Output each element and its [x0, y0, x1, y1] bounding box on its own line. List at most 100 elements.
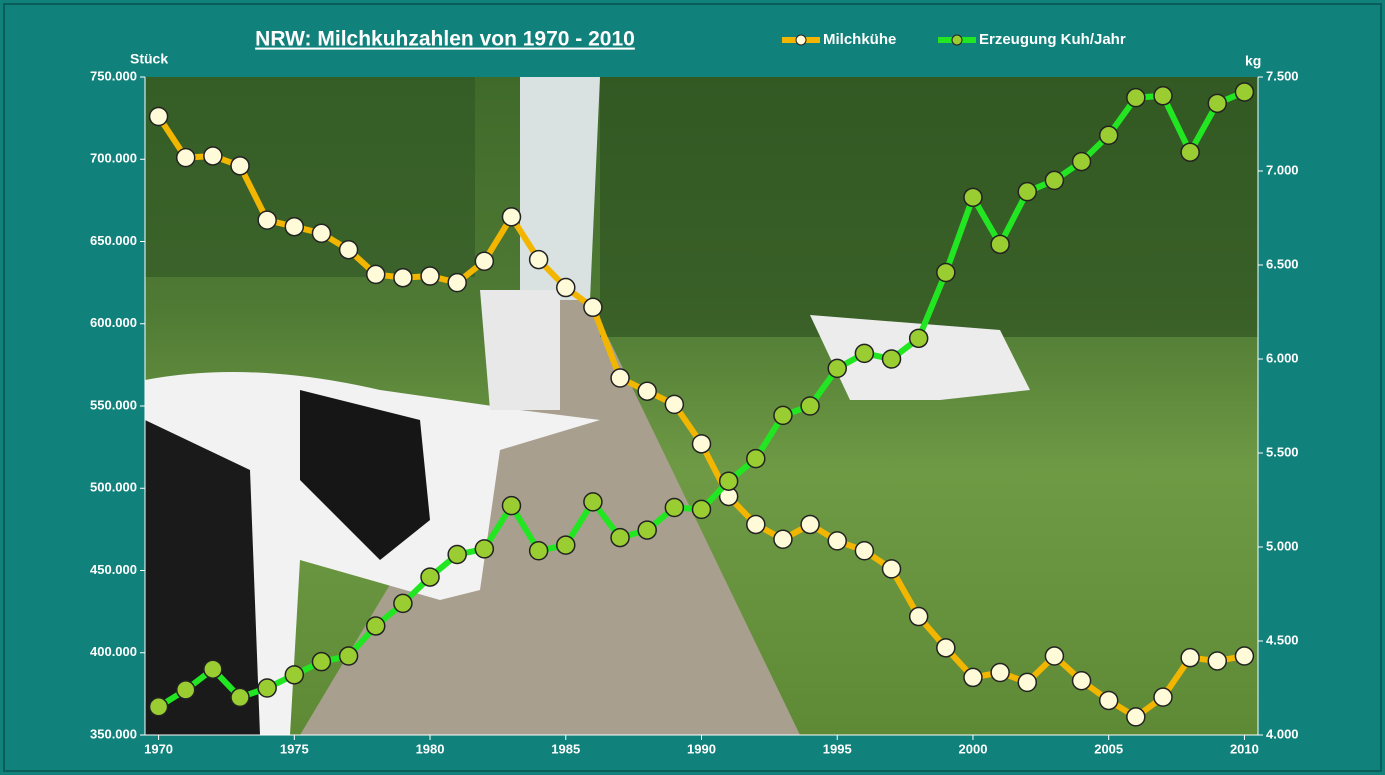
legend-marker — [952, 35, 962, 45]
y2-tick-label: 4.000 — [1266, 726, 1299, 741]
data-point — [855, 542, 873, 560]
legend-label: Milchkühe — [823, 31, 896, 48]
y-tick-label: 750.000 — [90, 68, 137, 83]
photo-background — [145, 77, 1258, 735]
data-point — [1073, 153, 1091, 171]
trees — [600, 77, 1258, 337]
x-tick-label: 1985 — [551, 741, 580, 756]
x-tick-label: 1970 — [144, 741, 173, 756]
data-point — [720, 472, 738, 490]
data-point — [1018, 183, 1036, 201]
y2-tick-label: 4.500 — [1266, 632, 1299, 647]
y-tick-label: 400.000 — [90, 644, 137, 659]
x-tick-label: 2010 — [1230, 741, 1259, 756]
data-point — [502, 208, 520, 226]
data-point — [367, 265, 385, 283]
data-point — [231, 157, 249, 175]
y-tick-label: 450.000 — [90, 562, 137, 577]
data-point — [1208, 652, 1226, 670]
data-point — [258, 679, 276, 697]
data-point — [1181, 649, 1199, 667]
data-point — [475, 252, 493, 270]
y2-axis-label: kg — [1245, 53, 1261, 69]
data-point — [421, 267, 439, 285]
data-point — [150, 698, 168, 716]
y2-tick-label: 6.500 — [1266, 256, 1299, 271]
data-point — [557, 536, 575, 554]
data-point — [611, 369, 629, 387]
data-point — [747, 515, 765, 533]
data-point — [530, 542, 548, 560]
data-point — [312, 653, 330, 671]
data-point — [394, 269, 412, 287]
data-point — [285, 666, 303, 684]
data-point — [584, 493, 602, 511]
data-point — [367, 617, 385, 635]
data-point — [665, 499, 683, 517]
chart-title: NRW: Milchkuhzahlen von 1970 - 2010 — [255, 28, 635, 51]
data-point — [340, 241, 358, 259]
data-point — [258, 211, 276, 229]
data-point — [1127, 89, 1145, 107]
y2-tick-label: 7.000 — [1266, 162, 1299, 177]
x-tick-label: 1980 — [416, 741, 445, 756]
legend-label: Erzeugung Kuh/Jahr — [979, 31, 1126, 48]
y-axis-label: Stück — [130, 51, 168, 67]
y-tick-label: 550.000 — [90, 397, 137, 412]
data-point — [285, 218, 303, 236]
data-point — [421, 568, 439, 586]
data-point — [502, 497, 520, 515]
data-point — [150, 107, 168, 125]
data-point — [964, 188, 982, 206]
x-tick-label: 2000 — [959, 741, 988, 756]
data-point — [1235, 83, 1253, 101]
y2-tick-label: 6.000 — [1266, 350, 1299, 365]
data-point — [448, 274, 466, 292]
data-point — [855, 344, 873, 362]
x-tick-label: 2005 — [1094, 741, 1123, 756]
data-point — [231, 688, 249, 706]
data-point — [1100, 126, 1118, 144]
data-point — [665, 395, 683, 413]
data-point — [530, 251, 548, 269]
data-point — [937, 264, 955, 282]
data-point — [584, 298, 602, 316]
chart: NRW: Milchkuhzahlen von 1970 - 2010 Stüc… — [0, 0, 1385, 775]
data-point — [828, 532, 846, 550]
data-point — [557, 279, 575, 297]
data-point — [1100, 691, 1118, 709]
data-point — [394, 594, 412, 612]
data-point — [964, 668, 982, 686]
data-point — [774, 530, 792, 548]
data-point — [1154, 87, 1172, 105]
data-point — [1045, 171, 1063, 189]
cow-patch — [145, 420, 260, 735]
y-tick-label: 600.000 — [90, 315, 137, 330]
data-point — [611, 529, 629, 547]
data-point — [1181, 143, 1199, 161]
data-point — [828, 359, 846, 377]
y-tick-label: 350.000 — [90, 726, 137, 741]
data-point — [801, 515, 819, 533]
data-point — [910, 608, 928, 626]
data-point — [177, 149, 195, 167]
data-point — [693, 435, 711, 453]
legend-marker — [796, 35, 806, 45]
data-point — [1073, 672, 1091, 690]
y2-tick-label: 5.500 — [1266, 444, 1299, 459]
data-point — [340, 647, 358, 665]
data-point — [638, 382, 656, 400]
data-point — [991, 663, 1009, 681]
trees — [145, 77, 475, 277]
data-point — [1018, 673, 1036, 691]
y2-tick-label: 7.500 — [1266, 68, 1299, 83]
data-point — [638, 521, 656, 539]
data-point — [1045, 647, 1063, 665]
data-point — [747, 450, 765, 468]
data-point — [177, 681, 195, 699]
cow — [480, 290, 560, 410]
data-point — [204, 147, 222, 165]
y-tick-label: 500.000 — [90, 480, 137, 495]
page: NRW: Milchkuhzahlen von 1970 - 2010 Stüc… — [0, 0, 1385, 775]
data-point — [693, 500, 711, 518]
